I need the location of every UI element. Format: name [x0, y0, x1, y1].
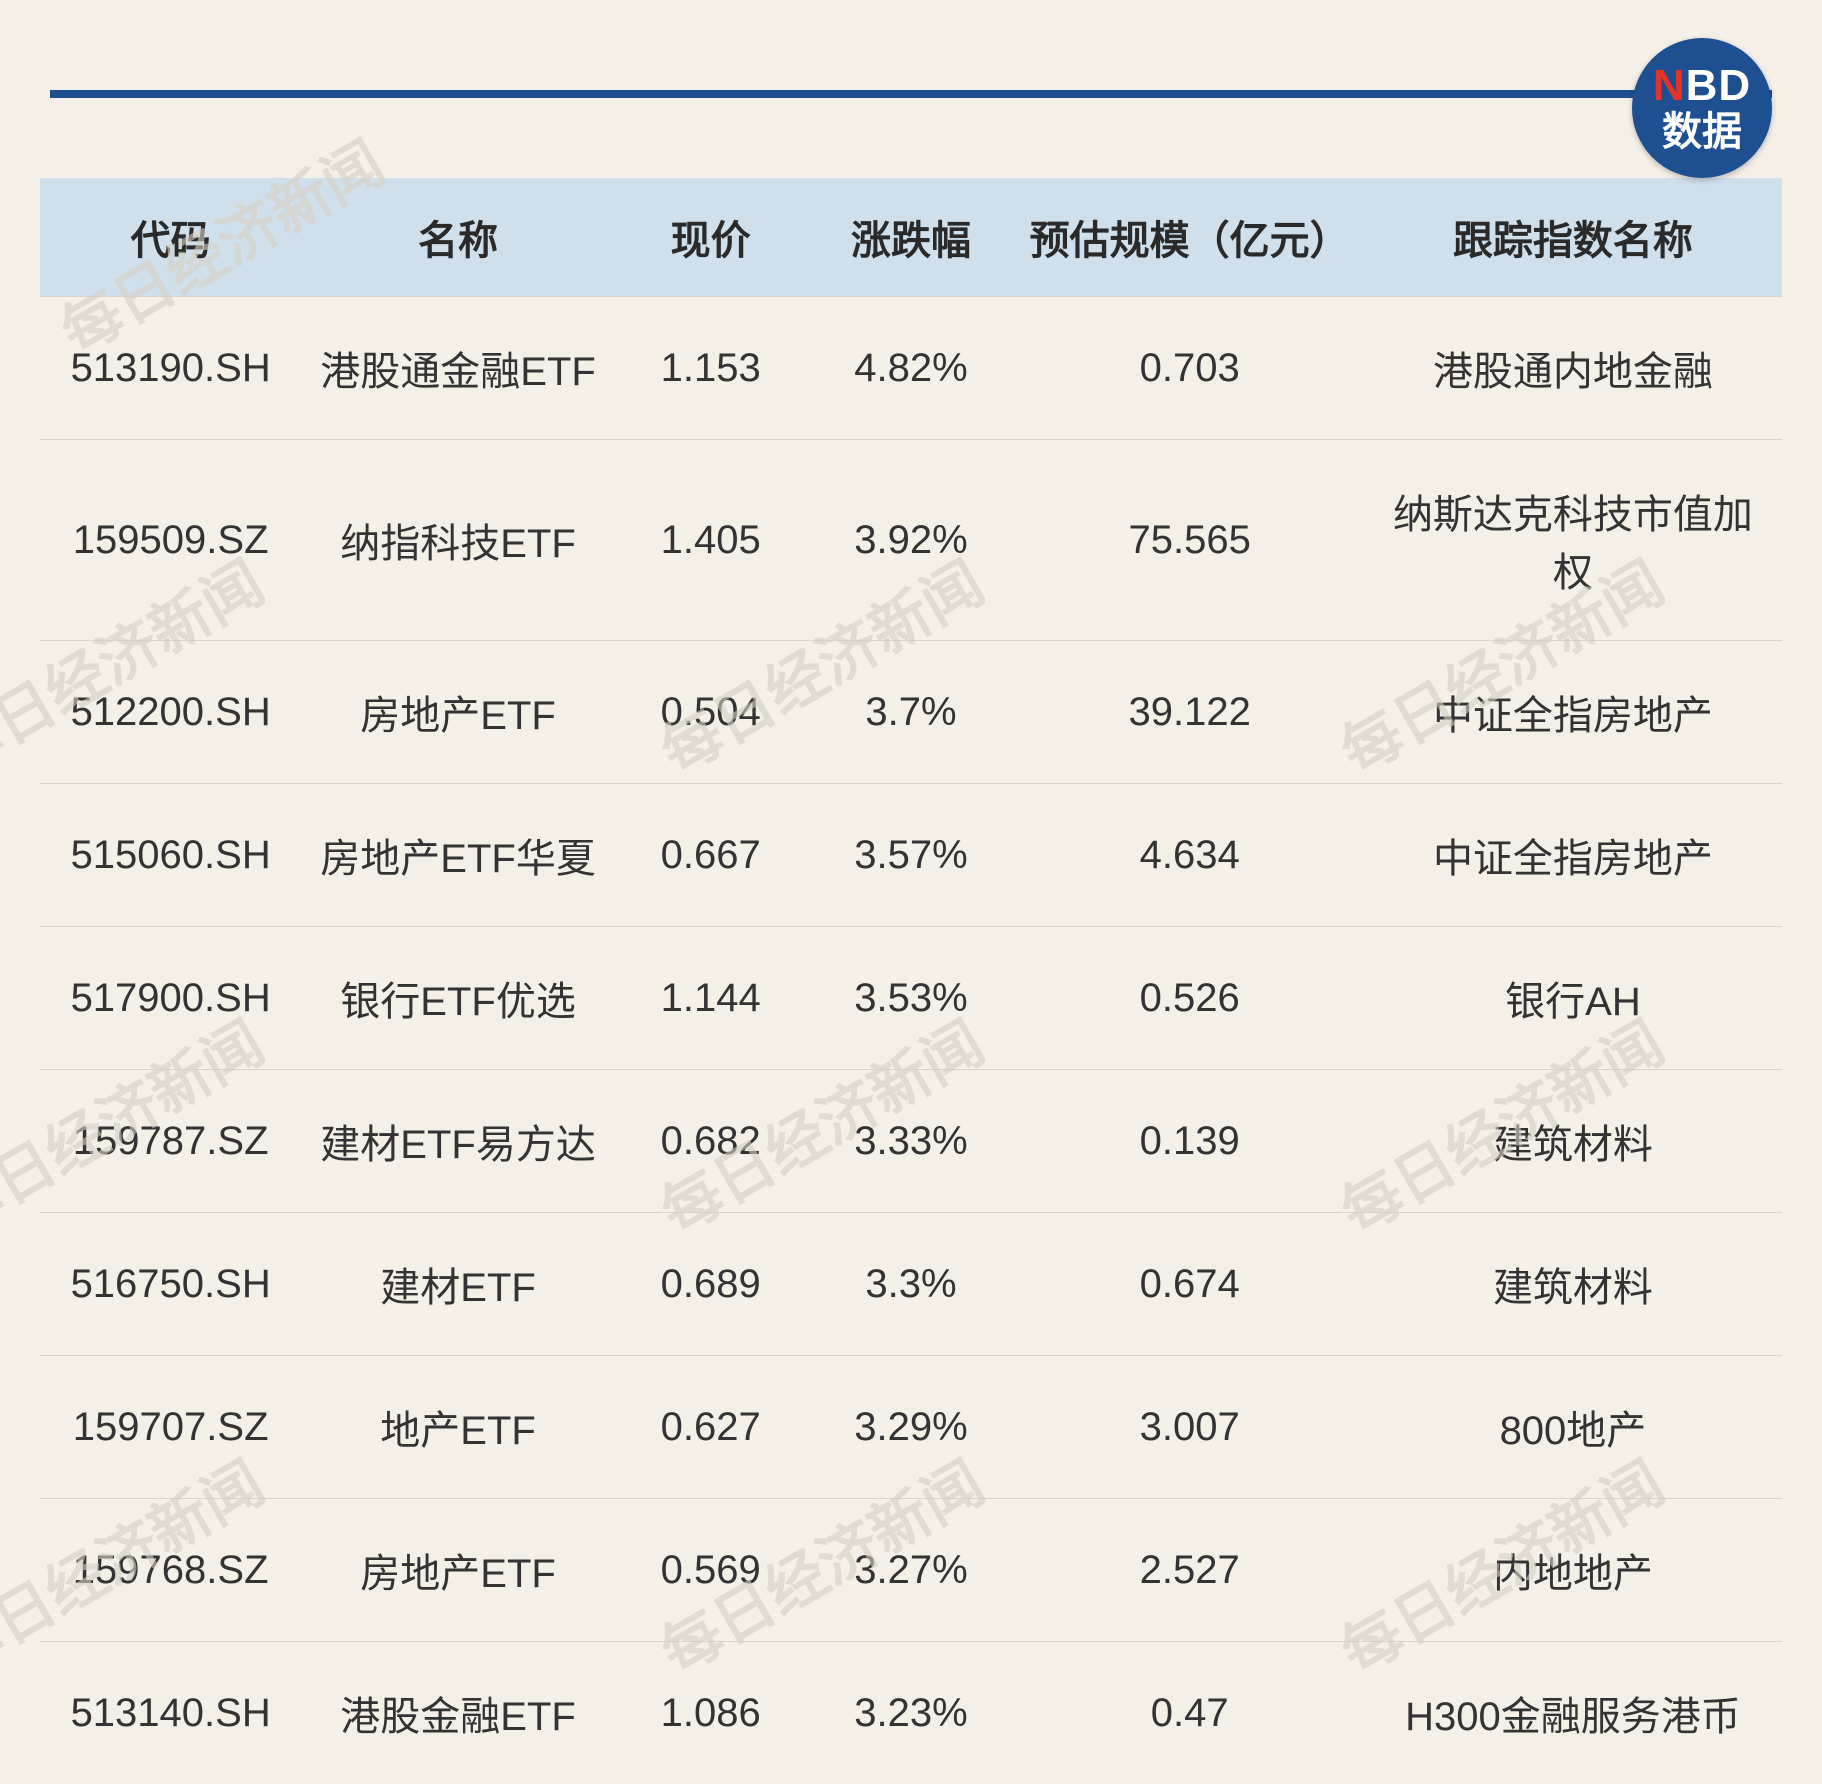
- table-row: 517900.SH银行ETF优选1.1443.53%0.526银行AH: [40, 927, 1782, 1070]
- table-cell: 房地产ETF: [301, 1499, 615, 1642]
- table-cell: 512200.SH: [40, 641, 301, 784]
- table-cell: 银行AH: [1364, 927, 1782, 1070]
- table-cell: 800地产: [1364, 1356, 1782, 1499]
- table-cell: 0.526: [1015, 927, 1363, 1070]
- table-cell: 159768.SZ: [40, 1499, 301, 1642]
- table-cell: 515060.SH: [40, 784, 301, 927]
- table-row: 159509.SZ纳指科技ETF1.4053.92%75.565纳斯达克科技市值…: [40, 440, 1782, 641]
- badge-letter-n: N: [1653, 61, 1686, 110]
- table-cell: 建材ETF: [301, 1213, 615, 1356]
- table-cell: 159707.SZ: [40, 1356, 301, 1499]
- table-cell: 0.504: [615, 641, 807, 784]
- table-cell: 3.92%: [806, 440, 1015, 641]
- table-cell: 房地产ETF华夏: [301, 784, 615, 927]
- table-cell: 3.23%: [806, 1642, 1015, 1784]
- table-cell: 纳斯达克科技市值加权: [1364, 440, 1782, 641]
- table-cell: 港股通内地金融: [1364, 297, 1782, 440]
- table-cell: 3.57%: [806, 784, 1015, 927]
- table-header-cell: 涨跌幅: [806, 178, 1015, 297]
- table-cell: 516750.SH: [40, 1213, 301, 1356]
- table-head: 代码名称现价涨跌幅预估规模（亿元）跟踪指数名称: [40, 178, 1782, 297]
- table-cell: 0.139: [1015, 1070, 1363, 1213]
- table-cell: 3.53%: [806, 927, 1015, 1070]
- table-cell: 内地地产: [1364, 1499, 1782, 1642]
- table-cell: 建筑材料: [1364, 1070, 1782, 1213]
- table-row: 512200.SH房地产ETF0.5043.7%39.122中证全指房地产: [40, 641, 1782, 784]
- nbd-badge: NBD 数据: [1632, 38, 1772, 178]
- table-cell: 0.682: [615, 1070, 807, 1213]
- table-cell: 1.405: [615, 440, 807, 641]
- table-cell: 0.674: [1015, 1213, 1363, 1356]
- table-cell: 4.82%: [806, 297, 1015, 440]
- table-row: 159768.SZ房地产ETF0.5693.27%2.527内地地产: [40, 1499, 1782, 1642]
- table-cell: 建材ETF易方达: [301, 1070, 615, 1213]
- table-cell: 75.565: [1015, 440, 1363, 641]
- table-row: 159707.SZ地产ETF0.6273.29%3.007800地产: [40, 1356, 1782, 1499]
- badge-letters-bd: BD: [1686, 61, 1752, 110]
- table-cell: 0.627: [615, 1356, 807, 1499]
- table-cell: 159787.SZ: [40, 1070, 301, 1213]
- table-cell: 银行ETF优选: [301, 927, 615, 1070]
- page-root: NBD 数据 代码名称现价涨跌幅预估规模（亿元）跟踪指数名称 513190.SH…: [0, 0, 1822, 1710]
- table-cell: 纳指科技ETF: [301, 440, 615, 641]
- table-header-cell: 现价: [615, 178, 807, 297]
- table-cell: 中证全指房地产: [1364, 641, 1782, 784]
- table-cell: 39.122: [1015, 641, 1363, 784]
- table-cell: 2.527: [1015, 1499, 1363, 1642]
- table-cell: 建筑材料: [1364, 1213, 1782, 1356]
- table-cell: 3.29%: [806, 1356, 1015, 1499]
- table-row: 513140.SH港股金融ETF1.0863.23%0.47H300金融服务港币: [40, 1642, 1782, 1784]
- etf-table: 代码名称现价涨跌幅预估规模（亿元）跟踪指数名称 513190.SH港股通金融ET…: [40, 178, 1782, 1784]
- table-cell: 港股金融ETF: [301, 1642, 615, 1784]
- table-header-cell: 名称: [301, 178, 615, 297]
- table-header-cell: 代码: [40, 178, 301, 297]
- table-cell: 0.569: [615, 1499, 807, 1642]
- table-cell: 3.27%: [806, 1499, 1015, 1642]
- badge-line2: 数据: [1662, 111, 1742, 153]
- table-cell: 513140.SH: [40, 1642, 301, 1784]
- table-cell: 0.47: [1015, 1642, 1363, 1784]
- table-cell: 中证全指房地产: [1364, 784, 1782, 927]
- table-cell: 港股通金融ETF: [301, 297, 615, 440]
- table-cell: 0.703: [1015, 297, 1363, 440]
- table-cell: 房地产ETF: [301, 641, 615, 784]
- table-body: 513190.SH港股通金融ETF1.1534.82%0.703港股通内地金融1…: [40, 297, 1782, 1784]
- table-cell: 1.086: [615, 1642, 807, 1784]
- table-cell: 1.153: [615, 297, 807, 440]
- table-cell: 3.33%: [806, 1070, 1015, 1213]
- table-cell: 3.007: [1015, 1356, 1363, 1499]
- table-cell: 3.3%: [806, 1213, 1015, 1356]
- table-row: 515060.SH房地产ETF华夏0.6673.57%4.634中证全指房地产: [40, 784, 1782, 927]
- table-cell: 517900.SH: [40, 927, 301, 1070]
- table-row: 159787.SZ建材ETF易方达0.6823.33%0.139建筑材料: [40, 1070, 1782, 1213]
- table-cell: 4.634: [1015, 784, 1363, 927]
- table-cell: 地产ETF: [301, 1356, 615, 1499]
- table-header-cell: 预估规模（亿元）: [1015, 178, 1363, 297]
- table-cell: 3.7%: [806, 641, 1015, 784]
- table-cell: 1.144: [615, 927, 807, 1070]
- table-row: 513190.SH港股通金融ETF1.1534.82%0.703港股通内地金融: [40, 297, 1782, 440]
- table-cell: 159509.SZ: [40, 440, 301, 641]
- badge-line1: NBD: [1653, 63, 1751, 109]
- table-header-cell: 跟踪指数名称: [1364, 178, 1782, 297]
- table-cell: H300金融服务港币: [1364, 1642, 1782, 1784]
- table-cell: 0.689: [615, 1213, 807, 1356]
- table-header-row: 代码名称现价涨跌幅预估规模（亿元）跟踪指数名称: [40, 178, 1782, 297]
- table-cell: 0.667: [615, 784, 807, 927]
- table-cell: 513190.SH: [40, 297, 301, 440]
- top-rule: [50, 90, 1772, 98]
- table-row: 516750.SH建材ETF0.6893.3%0.674建筑材料: [40, 1213, 1782, 1356]
